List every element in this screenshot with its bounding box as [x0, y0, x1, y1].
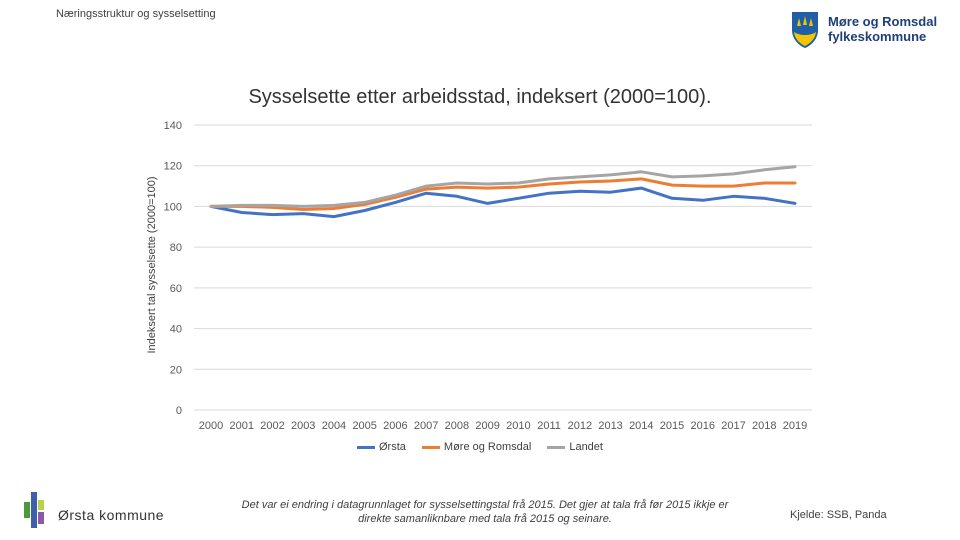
legend-item-1: Ørsta [357, 441, 406, 453]
x-tick-label: 2004 [322, 420, 346, 432]
legend-label: Ørsta [379, 441, 406, 453]
x-tick-label: 2018 [752, 420, 776, 432]
y-tick-label: 100 [164, 201, 182, 213]
series-line-2 [209, 177, 797, 211]
y-tick-label: 40 [170, 324, 182, 336]
legend-swatch [357, 445, 375, 449]
y-tick-label: 120 [164, 161, 182, 173]
x-tick-label: 2011 [537, 420, 561, 432]
x-tick-label: 2006 [383, 420, 407, 432]
data-change-note: Det var ei endring i datagrunnlaget for … [241, 499, 729, 525]
x-tick-label: 2007 [414, 420, 438, 432]
series-line-1 [209, 186, 797, 219]
series-line-3 [209, 165, 797, 208]
legend-item-2: Møre og Romsdal [421, 441, 532, 453]
y-tick-label: 0 [176, 405, 182, 417]
y-tick-label: 20 [170, 364, 182, 376]
x-tick-label: 2005 [352, 420, 376, 432]
kommune-logo-icon [24, 492, 44, 528]
legend-item-3: Landet [547, 441, 603, 453]
x-tick-label: 2019 [783, 420, 807, 432]
legend-label: Møre og Romsdal [443, 441, 532, 453]
kommune-branding: Ørsta kommune [24, 492, 204, 532]
chart-title: Sysselsette etter arbeidsstad, indeksert… [248, 86, 712, 108]
y-tick-label: 80 [170, 242, 182, 254]
section-title: Næringsstruktur og sysselsetting [56, 8, 216, 20]
x-tick-label: 2014 [629, 420, 653, 432]
chart-legend: Ørsta Møre og Romsdal Landet [0, 441, 960, 453]
source-text: Kjelde: SSB, Panda [790, 509, 887, 521]
legend-label: Landet [569, 441, 603, 453]
kommune-name: Ørsta kommune [58, 507, 165, 523]
x-tick-label: 2017 [721, 420, 745, 432]
logo-line2: fylkeskommune [828, 29, 927, 44]
y-tick-label: 140 [164, 120, 182, 132]
x-tick-label: 2012 [568, 420, 592, 432]
x-tick-label: 2015 [660, 420, 684, 432]
x-tick-label: 2003 [291, 420, 315, 432]
x-tick-label: 2002 [260, 420, 284, 432]
fylkeskommune-logo: Møre og Romsdal fylkeskommune [790, 10, 940, 54]
x-tick-label: 2013 [598, 420, 622, 432]
x-tick-label: 2000 [199, 420, 223, 432]
x-tick-label: 2009 [475, 420, 499, 432]
x-tick-label: 2016 [691, 420, 715, 432]
x-tick-label: 2010 [506, 420, 530, 432]
coat-of-arms-icon [792, 12, 818, 48]
x-tick-label: 2008 [445, 420, 469, 432]
logo-line1: Møre og Romsdal [828, 14, 938, 29]
legend-swatch [547, 445, 566, 449]
y-tick-label: 60 [170, 283, 182, 295]
legend-swatch [421, 445, 440, 449]
x-tick-label: 2001 [229, 420, 253, 432]
